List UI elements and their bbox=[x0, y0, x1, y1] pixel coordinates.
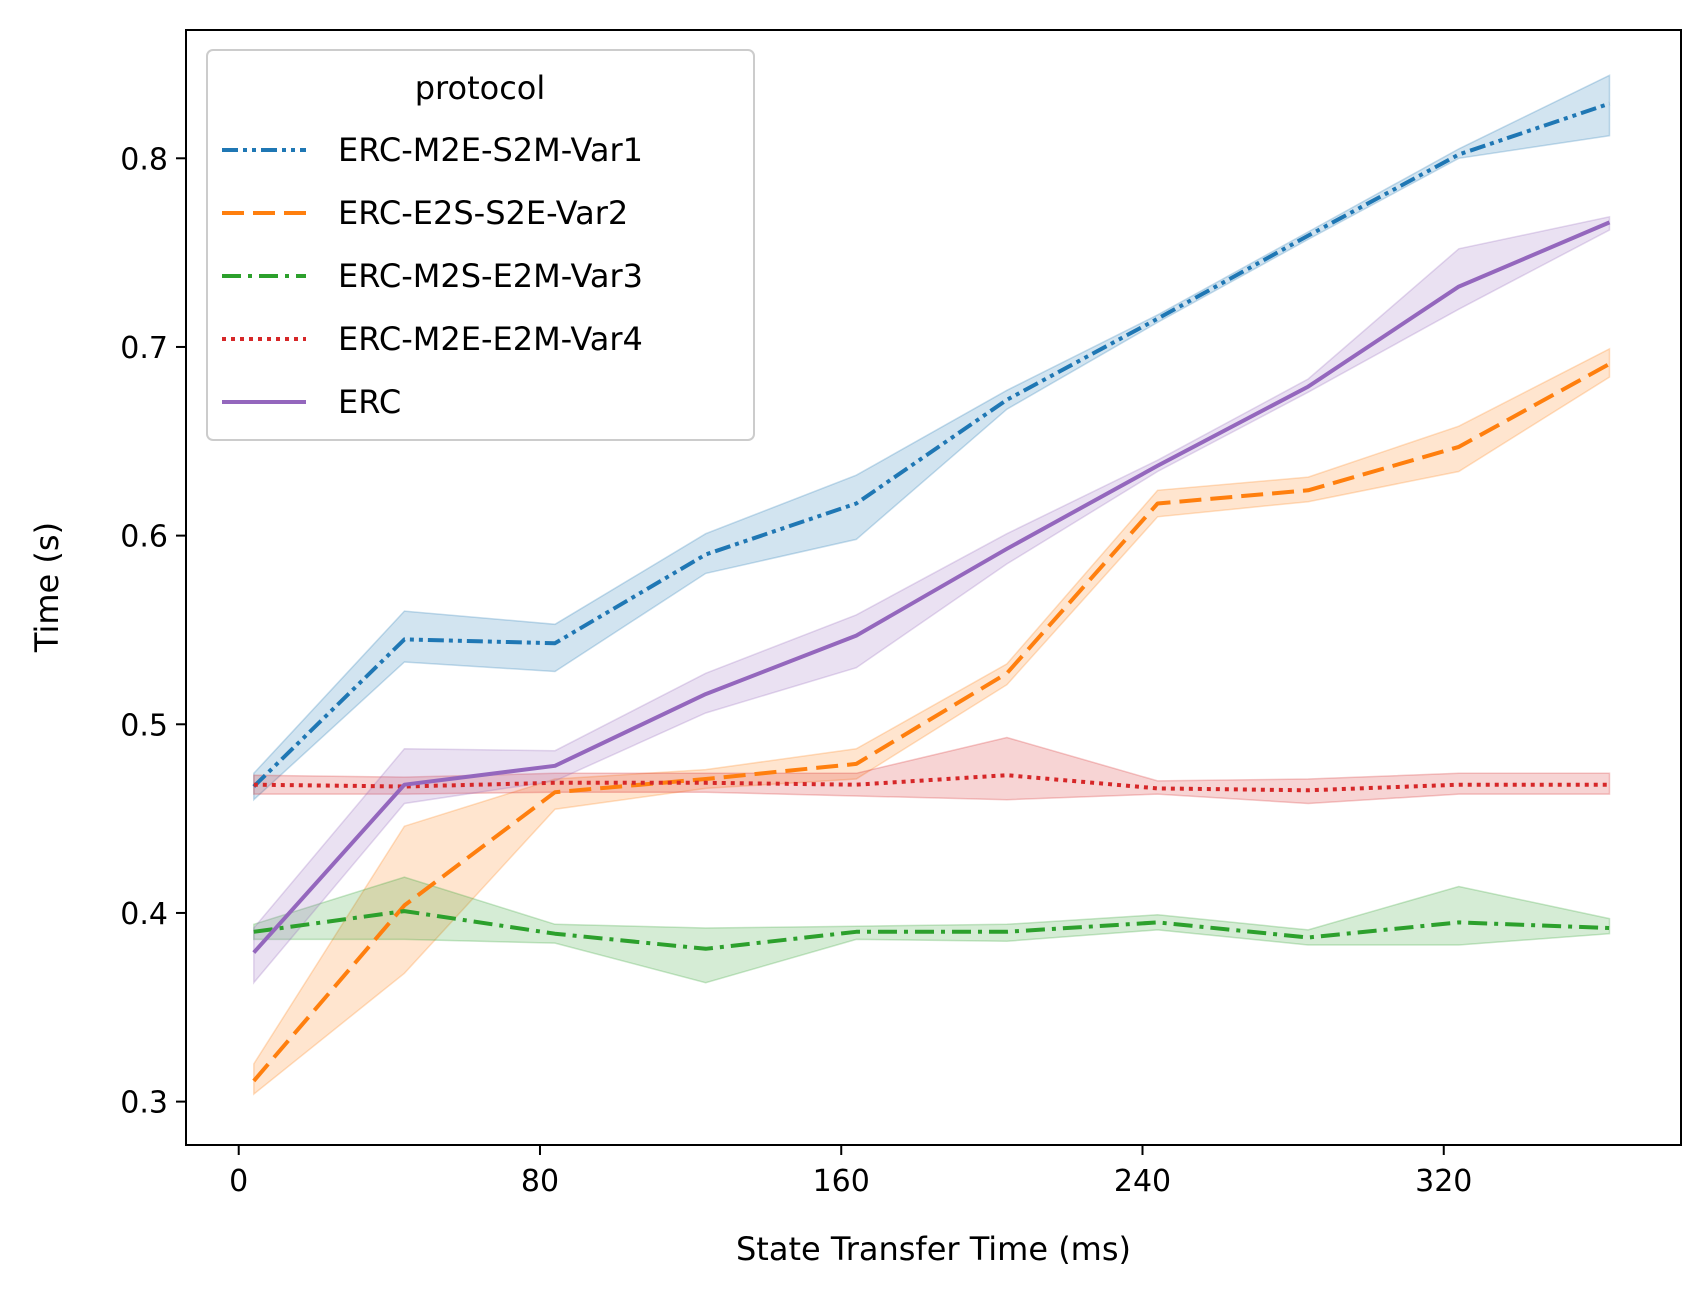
y-tick-label: 0.6 bbox=[120, 520, 168, 555]
x-tick-label: 0 bbox=[229, 1164, 248, 1199]
y-tick-label: 0.5 bbox=[120, 708, 168, 743]
plot-frame bbox=[185, 29, 1682, 1146]
band-erc-e2s-s2e-var2 bbox=[253, 347, 1611, 1096]
y-tick-label: 0.3 bbox=[120, 1086, 168, 1121]
series-lines bbox=[252, 101, 1611, 1083]
legend-items: ERC-M2E-S2M-Var1 ERC-E2S-S2E-Var2 ERC-M2S-… bbox=[222, 131, 643, 421]
line-erc-e2s-s2e-var2 bbox=[252, 362, 1611, 1083]
legend-title: protocol bbox=[415, 69, 546, 107]
legend-frame bbox=[206, 49, 755, 441]
y-tick-label: 0.4 bbox=[120, 897, 168, 932]
y-tick-label: 0.7 bbox=[120, 331, 168, 366]
x-tick-label: 240 bbox=[1114, 1164, 1171, 1199]
y-tick-label: 0.8 bbox=[120, 142, 168, 177]
y-axis-ticks: 0.3 0.4 0.5 0.6 0.7 0.8 bbox=[120, 142, 186, 1121]
y-axis-label: Time (s) bbox=[28, 522, 66, 653]
x-axis-label: State Transfer Time (ms) bbox=[736, 1230, 1131, 1268]
legend: protocol ERC-M2E-S2M-Var1 ERC-E2S-S2E-Var… bbox=[206, 49, 755, 441]
x-tick-label: 320 bbox=[1415, 1164, 1472, 1199]
x-tick-label: 160 bbox=[813, 1164, 870, 1199]
line-erc bbox=[252, 220, 1611, 954]
legend-label-erc-m2e-s2m-var1: ERC-M2E-S2M-Var1 bbox=[338, 131, 643, 169]
line-erc-m2e-e2m-var4 bbox=[253, 773, 1610, 793]
x-axis-ticks: 0 80 160 240 320 bbox=[229, 1145, 1472, 1199]
line-erc-m2e-s2m-var1 bbox=[252, 101, 1611, 788]
line-erc-m2s-e2m-var3 bbox=[253, 909, 1610, 951]
legend-label-erc-e2s-s2e-var2: ERC-E2S-S2E-Var2 bbox=[338, 194, 628, 232]
legend-label-erc: ERC bbox=[338, 383, 401, 421]
legend-label-erc-m2e-e2m-var4: ERC-M2E-E2M-Var4 bbox=[338, 320, 643, 358]
x-tick-label: 80 bbox=[521, 1164, 559, 1199]
legend-label-erc-m2s-e2m-var3: ERC-M2S-E2M-Var3 bbox=[338, 257, 643, 295]
